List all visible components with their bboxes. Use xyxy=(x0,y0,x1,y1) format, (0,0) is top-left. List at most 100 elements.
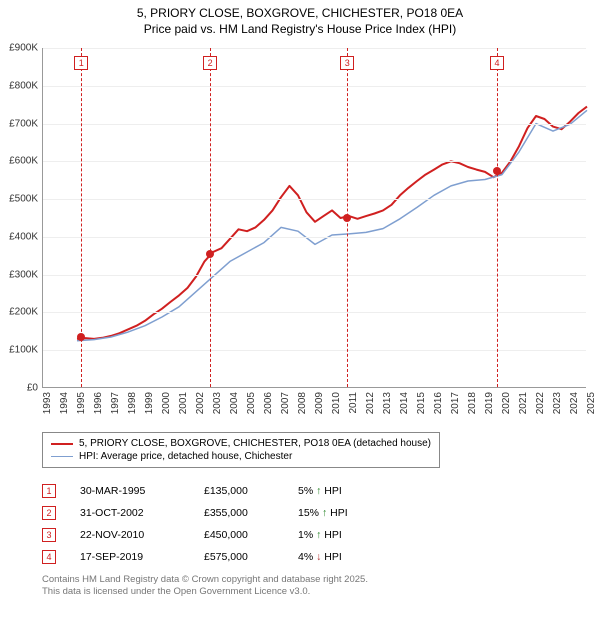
transaction-row: 4 17-SEP-2019 £575,000 4% ↓ HPI xyxy=(42,546,408,568)
x-tick-label: 2008 xyxy=(297,392,308,414)
transaction-row: 2 31-OCT-2002 £355,000 15% ↑ HPI xyxy=(42,502,408,524)
x-tick-label: 2011 xyxy=(348,392,359,414)
gridline xyxy=(43,124,586,125)
y-tick-label: £500K xyxy=(9,194,38,205)
x-tick-label: 2019 xyxy=(484,392,495,414)
x-tick-label: 2023 xyxy=(552,392,563,414)
transaction-badge: 4 xyxy=(42,550,56,564)
y-tick-label: £800K xyxy=(9,80,38,91)
gridline xyxy=(43,199,586,200)
legend-row: HPI: Average price, detached house, Chic… xyxy=(51,450,431,463)
x-tick-label: 1998 xyxy=(127,392,138,414)
marker-badge: 2 xyxy=(203,56,217,70)
legend-row: 5, PRIORY CLOSE, BOXGROVE, CHICHESTER, P… xyxy=(51,437,431,450)
gridline xyxy=(43,350,586,351)
x-tick-label: 2018 xyxy=(467,392,478,414)
title-line-1: 5, PRIORY CLOSE, BOXGROVE, CHICHESTER, P… xyxy=(0,6,600,22)
marker-dot xyxy=(206,250,214,258)
x-tick-label: 2003 xyxy=(212,392,223,414)
chart-legend: 5, PRIORY CLOSE, BOXGROVE, CHICHESTER, P… xyxy=(42,432,440,468)
y-tick-label: £400K xyxy=(9,231,38,242)
x-tick-label: 2007 xyxy=(280,392,291,414)
transaction-badge: 1 xyxy=(42,484,56,498)
x-tick-label: 1993 xyxy=(42,392,53,414)
marker-line xyxy=(210,48,211,387)
transaction-diff: 4% ↓ HPI xyxy=(298,551,408,563)
legend-swatch xyxy=(51,443,73,445)
x-tick-label: 2024 xyxy=(569,392,580,414)
x-tick-label: 1995 xyxy=(76,392,87,414)
marker-badge: 3 xyxy=(340,56,354,70)
x-tick-label: 2020 xyxy=(501,392,512,414)
chart-plot-area: 1 2 3 4 xyxy=(42,48,586,388)
legend-label: HPI: Average price, detached house, Chic… xyxy=(79,451,292,462)
x-tick-label: 2012 xyxy=(365,392,376,414)
x-tick-label: 2025 xyxy=(586,392,597,414)
footer-line-2: This data is licensed under the Open Gov… xyxy=(42,586,368,598)
marker-badge: 1 xyxy=(74,56,88,70)
transaction-date: 17-SEP-2019 xyxy=(80,551,180,563)
gridline xyxy=(43,275,586,276)
footer-line-1: Contains HM Land Registry data © Crown c… xyxy=(42,574,368,586)
legend-label: 5, PRIORY CLOSE, BOXGROVE, CHICHESTER, P… xyxy=(79,438,431,449)
y-tick-label: £0 xyxy=(27,383,38,394)
transaction-badge: 3 xyxy=(42,528,56,542)
y-tick-label: £200K xyxy=(9,307,38,318)
x-tick-label: 2014 xyxy=(399,392,410,414)
x-tick-label: 1994 xyxy=(59,392,70,414)
series-line-property xyxy=(77,107,587,339)
x-tick-label: 2002 xyxy=(195,392,206,414)
x-tick-label: 2021 xyxy=(518,392,529,414)
chart-container: 5, PRIORY CLOSE, BOXGROVE, CHICHESTER, P… xyxy=(0,0,600,620)
title-line-2: Price paid vs. HM Land Registry's House … xyxy=(0,22,600,38)
transaction-diff: 5% ↑ HPI xyxy=(298,485,408,497)
transaction-row: 3 22-NOV-2010 £450,000 1% ↑ HPI xyxy=(42,524,408,546)
transaction-date: 31-OCT-2002 xyxy=(80,507,180,519)
x-tick-label: 2006 xyxy=(263,392,274,414)
transaction-price: £355,000 xyxy=(204,507,274,519)
marker-badge: 4 xyxy=(490,56,504,70)
title-block: 5, PRIORY CLOSE, BOXGROVE, CHICHESTER, P… xyxy=(0,0,600,37)
gridline xyxy=(43,312,586,313)
y-tick-label: £900K xyxy=(9,43,38,54)
y-axis: £0£100K£200K£300K£400K£500K£600K£700K£80… xyxy=(0,48,42,388)
x-tick-label: 2005 xyxy=(246,392,257,414)
gridline xyxy=(43,48,586,49)
marker-dot xyxy=(493,167,501,175)
legend-swatch xyxy=(51,456,73,457)
x-tick-label: 2022 xyxy=(535,392,546,414)
x-tick-label: 2004 xyxy=(229,392,240,414)
x-tick-label: 1996 xyxy=(93,392,104,414)
x-tick-label: 2009 xyxy=(314,392,325,414)
x-tick-label: 1997 xyxy=(110,392,121,414)
transaction-price: £135,000 xyxy=(204,485,274,497)
transaction-diff: 1% ↑ HPI xyxy=(298,529,408,541)
transaction-diff: 15% ↑ HPI xyxy=(298,507,408,519)
y-tick-label: £300K xyxy=(9,269,38,280)
x-axis: 1993 1994 1995 1996 1997 1998 1999 2000 2001 2002… xyxy=(42,388,586,438)
transaction-badge: 2 xyxy=(42,506,56,520)
x-tick-label: 2015 xyxy=(416,392,427,414)
marker-dot xyxy=(77,333,85,341)
transactions-table: 1 30-MAR-1995 £135,000 5% ↑ HPI 2 31-OCT-2002… xyxy=(42,480,408,568)
x-tick-label: 2000 xyxy=(161,392,172,414)
gridline xyxy=(43,161,586,162)
transaction-price: £575,000 xyxy=(204,551,274,563)
x-tick-label: 2001 xyxy=(178,392,189,414)
transaction-date: 22-NOV-2010 xyxy=(80,529,180,541)
transaction-date: 30-MAR-1995 xyxy=(80,485,180,497)
x-tick-label: 2013 xyxy=(382,392,393,414)
x-tick-label: 1999 xyxy=(144,392,155,414)
gridline xyxy=(43,86,586,87)
gridline xyxy=(43,237,586,238)
marker-dot xyxy=(343,214,351,222)
y-tick-label: £100K xyxy=(9,345,38,356)
x-tick-label: 2017 xyxy=(450,392,461,414)
y-tick-label: £600K xyxy=(9,156,38,167)
x-tick-label: 2010 xyxy=(331,392,342,414)
transaction-price: £450,000 xyxy=(204,529,274,541)
y-tick-label: £700K xyxy=(9,118,38,129)
attribution-footer: Contains HM Land Registry data © Crown c… xyxy=(42,574,368,599)
marker-line xyxy=(497,48,498,387)
transaction-row: 1 30-MAR-1995 £135,000 5% ↑ HPI xyxy=(42,480,408,502)
